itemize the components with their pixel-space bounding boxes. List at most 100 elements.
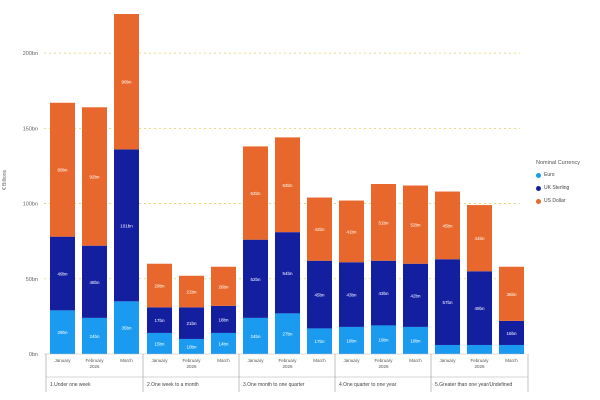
bar-segment-euro xyxy=(435,344,460,354)
bar-segment-uk-sterling xyxy=(339,262,364,327)
bar-segment-us-dollar xyxy=(211,266,236,306)
y-tick-label: 150bn xyxy=(23,126,38,132)
bar-segment-euro xyxy=(467,344,492,354)
legend-label: UK Sterling xyxy=(544,185,570,191)
data-label: 21bn xyxy=(186,321,197,326)
y-axis-label: € Billions xyxy=(2,169,8,190)
data-label: 49bn xyxy=(474,306,485,311)
bar-segment-us-dollar xyxy=(435,191,460,260)
bar-segment-uk-sterling xyxy=(243,239,268,318)
bar-segment-euro xyxy=(371,325,396,354)
y-tick-label: 100bn xyxy=(23,202,38,208)
bar-segment-us-dollar xyxy=(499,266,524,321)
data-label: 48bn xyxy=(89,280,100,285)
data-label: 41bn xyxy=(346,229,357,234)
y-tick-label: 50bn xyxy=(26,277,38,283)
data-label: 16bn xyxy=(506,331,517,336)
bar-segment-euro xyxy=(114,301,139,354)
legend: Nominal Currency Euro UK Sterling US Dolla… xyxy=(536,160,600,211)
legend-item[interactable]: UK Sterling xyxy=(536,185,600,191)
x-category-label: January xyxy=(439,358,456,363)
bar-segment-euro xyxy=(243,317,268,354)
bar-segment-us-dollar xyxy=(179,275,204,308)
bar-segment-uk-sterling xyxy=(435,259,460,345)
x-category-label: 2026 xyxy=(378,364,389,369)
bar-segment-uk-sterling xyxy=(275,232,300,314)
x-category-label: 2026 xyxy=(474,364,485,369)
legend-label: US Dollar xyxy=(544,198,566,204)
data-label: 90bn xyxy=(121,80,132,85)
data-label: 52bn xyxy=(410,223,421,228)
x-category-label: 2026 xyxy=(89,364,100,369)
x-category-label: March xyxy=(409,358,422,363)
bar-segment-euro xyxy=(211,332,236,354)
legend-label: Euro xyxy=(544,172,555,178)
data-label: 44bn xyxy=(474,236,485,241)
data-label: 18bn xyxy=(410,338,421,343)
bar-segment-euro xyxy=(82,317,107,354)
group-label: 5.Greater than one year/Undefined xyxy=(435,382,512,388)
group-label: 4.One quarter to one year xyxy=(339,382,397,388)
bar-segment-euro xyxy=(403,326,428,354)
x-category-label: 2026 xyxy=(186,364,197,369)
data-label: 17bn xyxy=(314,339,325,344)
bar-segment-us-dollar xyxy=(50,102,75,237)
bar-segment-us-dollar xyxy=(243,146,268,240)
data-label: 51bn xyxy=(378,220,389,225)
data-label: 45bn xyxy=(442,223,453,228)
data-label: 62bn xyxy=(250,191,261,196)
x-category-label: February xyxy=(374,358,393,363)
bar-segment-uk-sterling xyxy=(211,305,236,333)
x-category-label: March xyxy=(313,358,326,363)
x-category-label: January xyxy=(151,358,168,363)
data-label: 49bn xyxy=(57,272,68,277)
x-category-label: January xyxy=(54,358,71,363)
bar-segment-euro xyxy=(147,332,172,354)
bar-segment-uk-sterling xyxy=(403,263,428,327)
data-label: 26bn xyxy=(218,284,229,289)
bar-segment-us-dollar xyxy=(114,14,139,150)
data-label: 63bn xyxy=(282,183,293,188)
y-tick-label: 200bn xyxy=(23,51,38,57)
data-label: 24bn xyxy=(89,334,100,339)
bar-segment-uk-sterling xyxy=(499,320,524,345)
bar-segment-euro xyxy=(179,338,204,354)
x-category-label: February xyxy=(470,358,489,363)
legend-item[interactable]: US Dollar xyxy=(536,198,600,204)
data-label: 21bn xyxy=(186,290,197,295)
x-category-label: February xyxy=(85,358,104,363)
bar-segment-us-dollar xyxy=(147,263,172,308)
legend-item[interactable]: Euro xyxy=(536,172,600,178)
x-category-label: February xyxy=(182,358,201,363)
bar-segment-euro xyxy=(275,313,300,354)
bar-segment-us-dollar xyxy=(403,185,428,264)
data-label: 42bn xyxy=(410,293,421,298)
data-label: 101bn xyxy=(120,223,133,228)
data-label: 24bn xyxy=(250,334,261,339)
data-label: 42bn xyxy=(314,227,325,232)
legend-swatch-icon xyxy=(536,185,541,191)
legend-swatch-icon xyxy=(536,172,541,178)
data-label: 52bn xyxy=(250,277,261,282)
x-category-label: March xyxy=(120,358,133,363)
bar-segment-euro xyxy=(499,344,524,354)
bar-segment-uk-sterling xyxy=(467,271,492,345)
data-label: 10bn xyxy=(186,344,197,349)
data-label: 27bn xyxy=(282,332,293,337)
data-label: 57bn xyxy=(442,300,453,305)
data-label: 45bn xyxy=(314,293,325,298)
bar-segment-uk-sterling xyxy=(147,307,172,333)
bar-segment-uk-sterling xyxy=(371,260,396,326)
x-category-label: January xyxy=(247,358,264,363)
bar-segment-us-dollar xyxy=(307,197,332,261)
bar-segment-uk-sterling xyxy=(82,245,107,318)
data-label: 17bn xyxy=(154,318,165,323)
data-label: 14bn xyxy=(218,341,229,346)
x-category-label: February xyxy=(278,358,297,363)
legend-title: Nominal Currency xyxy=(536,160,581,166)
bar-segment-uk-sterling xyxy=(114,149,139,302)
data-label: 18bn xyxy=(218,317,229,322)
data-label: 36bn xyxy=(506,292,517,297)
